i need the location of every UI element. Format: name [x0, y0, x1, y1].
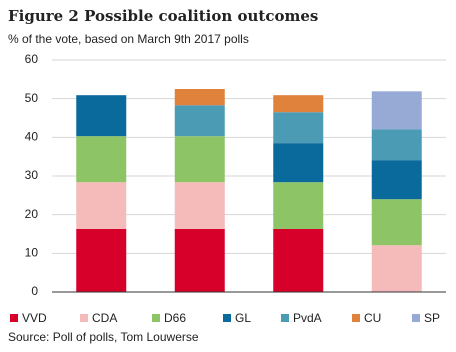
bar-segment	[371, 160, 422, 200]
bar-segment	[273, 95, 324, 113]
y-tick-label: 50	[25, 91, 39, 105]
bar-segment	[371, 245, 422, 292]
legend-label: GL	[235, 311, 251, 325]
legend-label: D66	[164, 311, 186, 325]
legend-label: CU	[364, 311, 381, 325]
bar-segment	[76, 228, 127, 292]
legend-swatch	[281, 314, 289, 322]
y-tick-label: 0	[31, 284, 38, 298]
bar-segment	[174, 182, 225, 229]
bar-segment	[174, 105, 225, 137]
bar-segment	[273, 228, 324, 292]
source-note: Source: Poll of polls, Tom Louwerse	[8, 330, 199, 344]
bar-segment	[76, 136, 127, 183]
chart-subtitle: % of the vote, based on March 9th 2017 p…	[8, 32, 249, 46]
bar-segment	[76, 95, 127, 137]
bar-segment	[273, 143, 324, 183]
y-tick-label: 20	[25, 207, 39, 221]
y-tick-label: 10	[25, 246, 39, 260]
bar-segment	[174, 136, 225, 183]
bar-segment	[371, 199, 422, 246]
legend-swatch	[352, 314, 360, 322]
y-tick-label: 60	[25, 52, 39, 66]
legend-swatch	[80, 314, 88, 322]
bar-segment	[371, 91, 422, 130]
legend-swatch	[10, 314, 18, 322]
legend-swatch	[223, 314, 231, 322]
legend-label: CDA	[92, 311, 117, 325]
legend-label: SP	[424, 311, 440, 325]
y-tick-label: 40	[25, 130, 39, 144]
bar-segment	[273, 182, 324, 229]
bar-segment	[273, 112, 324, 144]
bar-segment	[76, 182, 127, 229]
legend-label: PvdA	[293, 311, 322, 325]
chart-title: Figure 2 Possible coalition outcomes	[8, 7, 318, 25]
bar-segment	[174, 89, 225, 106]
bar-segment	[371, 129, 422, 161]
legend-label: VVD	[22, 311, 47, 325]
legend-swatch	[412, 314, 420, 322]
legend-swatch	[152, 314, 160, 322]
y-tick-label: 30	[25, 168, 39, 182]
bar-segment	[174, 228, 225, 292]
